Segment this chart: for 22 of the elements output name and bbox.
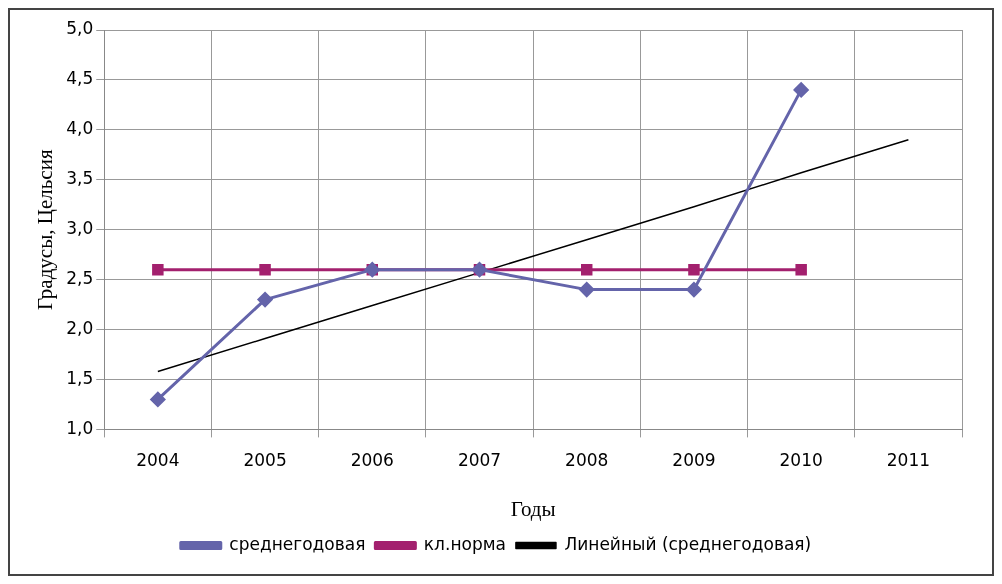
x-tick-label: 2007 [457, 450, 502, 471]
y-tick-label: 3,5 [66, 168, 94, 189]
y-tick-label: 1,5 [66, 367, 94, 388]
x-axis-title: Годы [510, 496, 556, 521]
y-tick-label: 1,0 [66, 417, 94, 438]
y-tick-label: 2,0 [66, 317, 94, 338]
y-axis-title: Градусы, Цельсия [33, 149, 58, 310]
x-tick-label: 2004 [136, 450, 180, 471]
y-tick-label: 4,0 [66, 118, 94, 139]
x-tick-label: 2009 [672, 450, 716, 471]
y-tick-label: 3,0 [66, 218, 94, 239]
x-tick-label: 2005 [243, 450, 287, 471]
y-tick-label: 4,5 [66, 68, 94, 89]
x-tick-label: 2008 [565, 450, 609, 471]
y-tick-label: 2,5 [66, 268, 94, 289]
legend-label: среднегодовая [229, 533, 366, 554]
x-tick-label: 2010 [779, 450, 823, 471]
x-tick-label: 2011 [886, 450, 931, 471]
legend-label: кл.норма [423, 533, 506, 554]
legend-label: Линейный (среднегодовая) [564, 533, 812, 554]
x-tick-label: 2006 [350, 450, 394, 471]
y-tick-label: 5,0 [66, 18, 94, 39]
